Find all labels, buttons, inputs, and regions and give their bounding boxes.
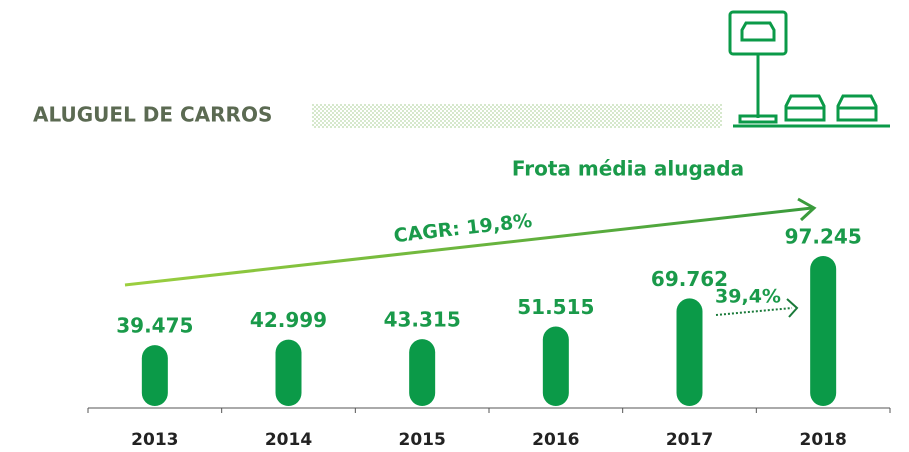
value-label: 51.515	[517, 295, 594, 319]
bar	[141, 345, 168, 406]
value-label: 42.999	[250, 308, 327, 332]
cagr-arrowhead	[797, 197, 817, 222]
car-icon	[728, 10, 890, 128]
value-label: 39.475	[116, 314, 193, 338]
bar	[810, 256, 837, 406]
x-tick-label: 2015	[399, 430, 446, 450]
value-label: 97.245	[785, 225, 862, 249]
x-tick-label: 2017	[666, 430, 713, 450]
x-tick-label: 2013	[131, 430, 178, 450]
bar	[676, 298, 703, 406]
value-label: 69.762	[651, 267, 728, 291]
bar	[409, 339, 436, 406]
value-label: 43.315	[384, 308, 461, 332]
growth-arrow	[715, 307, 793, 316]
bar	[275, 339, 302, 406]
growth-label: 39,4%	[715, 286, 781, 308]
x-tick-label: 2018	[800, 430, 847, 450]
dotted-band	[312, 104, 722, 128]
x-tick-label: 2014	[265, 430, 312, 450]
subtitle: Frota média alugada	[512, 157, 744, 181]
growth-arrowhead	[786, 298, 799, 318]
bar	[542, 326, 569, 406]
cagr-arrow	[124, 206, 813, 287]
x-tick-label: 2016	[532, 430, 579, 450]
chart-title: ALUGUEL DE CARROS	[33, 103, 272, 127]
